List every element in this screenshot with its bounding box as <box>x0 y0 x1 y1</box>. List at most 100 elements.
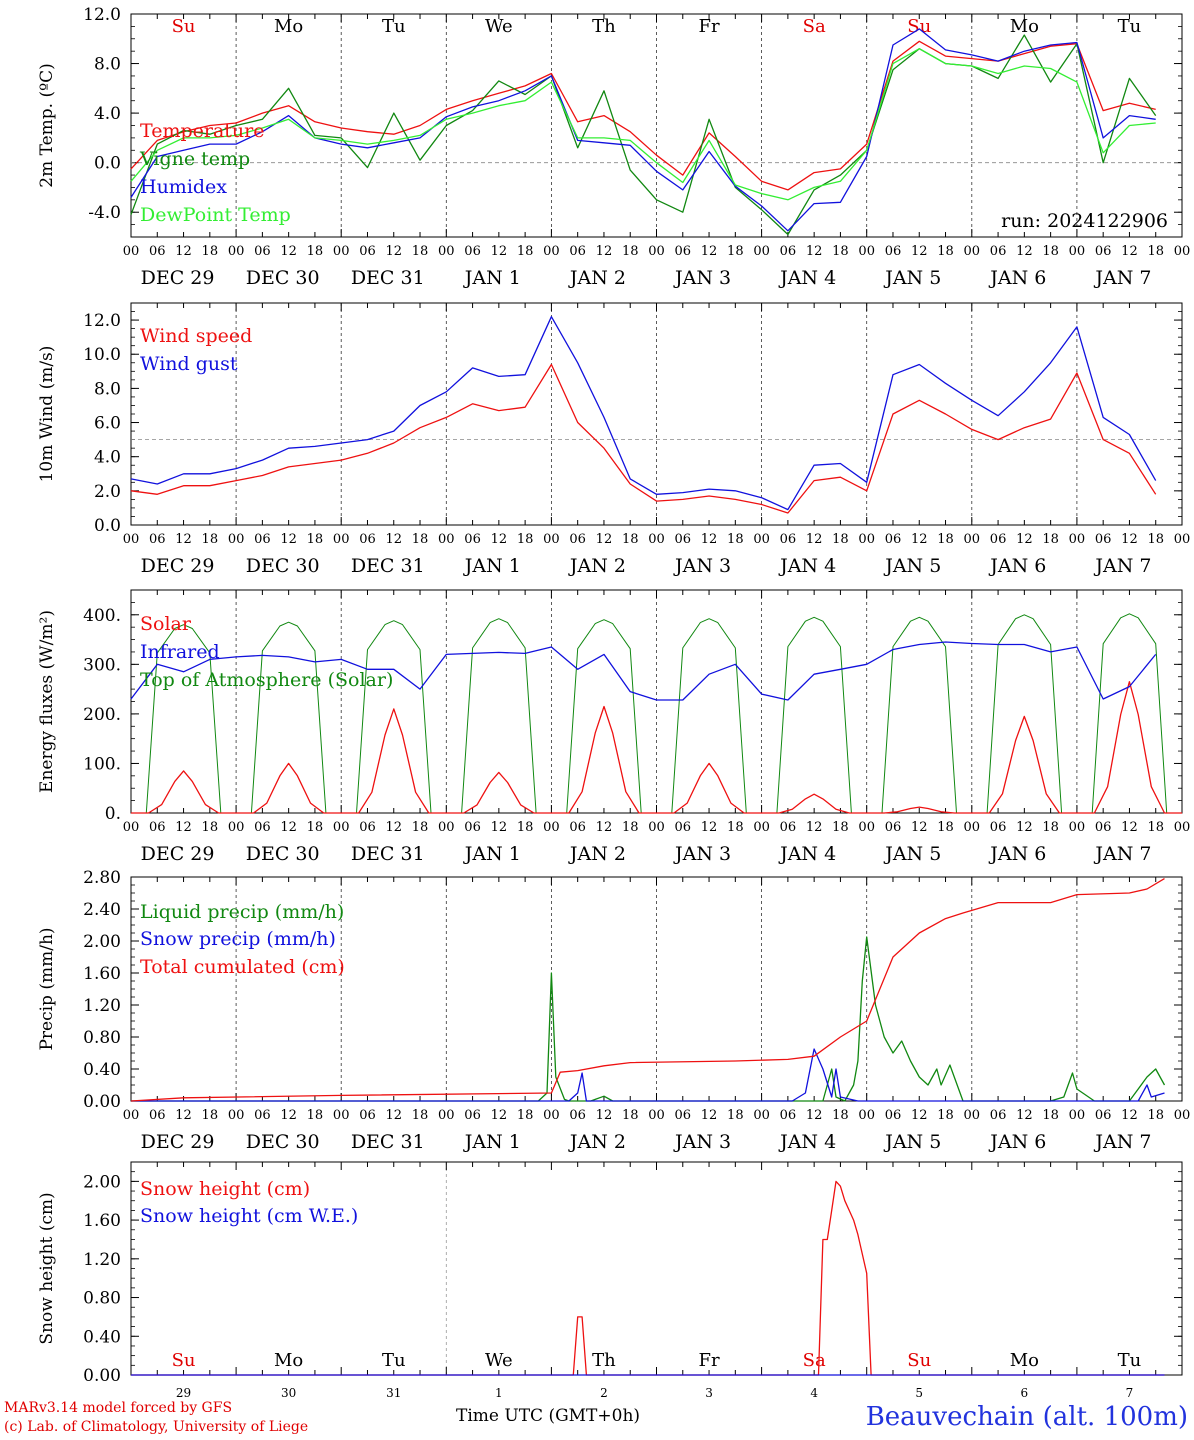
x-tick-label: 06 <box>359 820 376 835</box>
x-tick-label: 00 <box>964 820 981 835</box>
x-tick-label: 12 <box>280 532 297 547</box>
legend-entry: Snow height (cm) <box>140 1178 310 1200</box>
series-line <box>131 936 1166 1102</box>
x-tick-label: 18 <box>412 820 429 835</box>
series-line <box>130 34 1157 236</box>
x-tick-label: 00 <box>858 244 875 259</box>
y-axis-label: Energy fluxes (W/m²) <box>37 610 57 793</box>
x-tick-label: 06 <box>569 532 586 547</box>
x-tick-label: 12 <box>911 820 928 835</box>
x-tick-label: 06 <box>885 820 902 835</box>
series-line <box>130 40 1156 191</box>
y-tick-label: 6.0 <box>94 414 121 434</box>
x-tick-label: 00 <box>123 820 140 835</box>
x-tick-label: 12 <box>491 532 508 547</box>
y-tick-label: 1.20 <box>83 1250 121 1270</box>
day-label: JAN 5 <box>883 1131 941 1153</box>
legend-entry: Snow precip (mm/h) <box>140 928 336 950</box>
x-tick-label: 06 <box>254 1108 271 1123</box>
day-label: JAN 1 <box>463 843 521 865</box>
x-tick-label: 00 <box>964 532 981 547</box>
x-tick-label: 18 <box>622 820 639 835</box>
day-label: JAN 1 <box>463 1131 521 1153</box>
x-tick-label: 12 <box>1121 244 1138 259</box>
x-tick-label: 18 <box>622 532 639 547</box>
x-tick-label: 12 <box>911 1108 928 1123</box>
x-tick-label: 12 <box>1121 532 1138 547</box>
day-number-label: 5 <box>915 1386 923 1400</box>
x-tick-label: 06 <box>149 244 166 259</box>
x-tick-label: 00 <box>438 1108 455 1123</box>
legend-entry: Snow height (cm W.E.) <box>140 1205 358 1227</box>
x-tick-label: 00 <box>1174 532 1191 547</box>
x-tick-label: 18 <box>937 244 954 259</box>
weekday-label: Tu <box>382 1350 406 1371</box>
day-number-label: 7 <box>1126 1386 1134 1400</box>
weekday-label: Su <box>907 1350 931 1371</box>
y-tick-label: 0.00 <box>83 1366 121 1386</box>
x-tick-label: 00 <box>858 532 875 547</box>
x-tick-label: 12 <box>175 532 192 547</box>
x-tick-label: 18 <box>727 820 744 835</box>
weekday-label: Th <box>592 16 616 37</box>
x-tick-label: 06 <box>780 820 797 835</box>
day-label: DEC 30 <box>246 555 320 577</box>
x-tick-label: 12 <box>280 1108 297 1123</box>
x-tick-label: 00 <box>858 820 875 835</box>
x-tick-label: 12 <box>701 1108 718 1123</box>
weekday-label: Tu <box>1118 16 1142 37</box>
model-credit: MARv3.14 model forced by GFS <box>4 1400 233 1416</box>
x-tick-label: 00 <box>964 244 981 259</box>
x-tick-label: 00 <box>1069 820 1086 835</box>
weekday-label: We <box>485 16 513 37</box>
day-label: JAN 7 <box>1093 555 1151 577</box>
day-label: JAN 7 <box>1093 843 1151 865</box>
x-tick-label: 12 <box>1121 820 1138 835</box>
weekday-label: Su <box>172 1350 196 1371</box>
legend-entry: Wind speed <box>140 325 252 347</box>
legend-entry: Temperature <box>140 120 264 142</box>
series-line <box>130 28 1156 232</box>
x-tick-label: 18 <box>1042 1108 1059 1123</box>
x-tick-label: 12 <box>596 820 613 835</box>
x-tick-label: 06 <box>569 820 586 835</box>
x-tick-label: 18 <box>937 532 954 547</box>
series-line <box>131 1048 1165 1102</box>
x-tick-label: 18 <box>832 820 849 835</box>
x-tick-label: 00 <box>1069 532 1086 547</box>
day-number-label: 2 <box>600 1386 608 1400</box>
x-tick-label: 06 <box>885 244 902 259</box>
x-tick-label: 12 <box>911 244 928 259</box>
x-tick-label: 06 <box>780 1108 797 1123</box>
x-tick-label: 00 <box>1069 1108 1086 1123</box>
x-tick-label: 06 <box>359 244 376 259</box>
day-label: JAN 6 <box>988 555 1046 577</box>
day-label: DEC 29 <box>141 267 215 289</box>
legend-entry: Top of Atmosphere (Solar) <box>140 669 393 691</box>
day-label: DEC 31 <box>351 267 425 289</box>
y-tick-label: 200. <box>83 705 121 725</box>
y-tick-label: 8.0 <box>94 379 121 399</box>
x-tick-label: 18 <box>622 1108 639 1123</box>
day-label: JAN 2 <box>568 843 626 865</box>
day-label: JAN 2 <box>568 267 626 289</box>
x-tick-label: 18 <box>937 1108 954 1123</box>
y-tick-label: 0.80 <box>83 1289 121 1309</box>
x-tick-label: 06 <box>1095 532 1112 547</box>
x-tick-label: 12 <box>701 244 718 259</box>
meteogram-svg: -4.00.04.08.012.02m Temp. (ºC)00 06 12 18DE… <box>37 5 1191 1430</box>
y-axis-label: Precip (mm/h) <box>37 927 57 1050</box>
x-tick-label: 18 <box>517 820 534 835</box>
x-tick-label: 12 <box>175 1108 192 1123</box>
day-label: JAN 2 <box>568 555 626 577</box>
day-number-label: 31 <box>386 1386 401 1400</box>
x-tick-label: 00 <box>228 532 245 547</box>
y-tick-label: 400. <box>83 606 121 626</box>
day-label: DEC 31 <box>351 843 425 865</box>
day-number-label: 30 <box>281 1386 296 1400</box>
day-label: JAN 6 <box>988 267 1046 289</box>
x-tick-label: 06 <box>1095 244 1112 259</box>
x-tick-label: 06 <box>675 532 692 547</box>
x-tick-label: 06 <box>1095 1108 1112 1123</box>
day-label: DEC 30 <box>246 267 320 289</box>
